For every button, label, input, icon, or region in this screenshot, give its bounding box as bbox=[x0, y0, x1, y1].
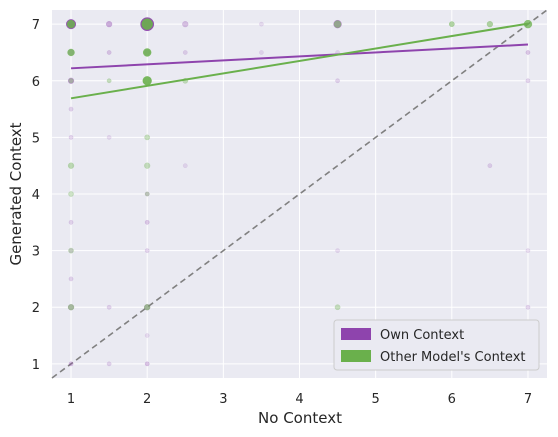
point-series-1 bbox=[67, 48, 75, 57]
point-series-1 bbox=[144, 304, 151, 311]
point-series-1 bbox=[448, 21, 455, 28]
point-series-0 bbox=[105, 21, 113, 28]
y-tick-label: 6 bbox=[32, 75, 40, 90]
point-series-1 bbox=[106, 78, 112, 84]
point-series-0 bbox=[335, 248, 340, 254]
point-series-1 bbox=[486, 21, 494, 28]
point-series-0 bbox=[144, 219, 150, 225]
trend-line-series-0 bbox=[70, 43, 529, 70]
point-series-0 bbox=[68, 219, 74, 225]
point-series-0 bbox=[144, 191, 150, 197]
x-axis-label: No Context bbox=[258, 409, 342, 427]
x-tick-label: 2 bbox=[143, 392, 151, 407]
y-tick-label: 4 bbox=[32, 188, 40, 203]
point-series-1 bbox=[144, 191, 150, 197]
y-axis-label: Generated Context bbox=[7, 122, 25, 265]
point-series-0 bbox=[525, 78, 531, 84]
point-series-0 bbox=[106, 361, 112, 367]
point-series-1 bbox=[67, 162, 75, 169]
point-series-0 bbox=[259, 50, 264, 55]
point-series-1 bbox=[68, 191, 74, 197]
point-series-1 bbox=[142, 76, 152, 86]
x-tick-label: 5 bbox=[372, 392, 380, 407]
point-series-0 bbox=[68, 276, 74, 282]
trend-line-series-1 bbox=[70, 22, 529, 100]
point-series-1 bbox=[333, 20, 342, 28]
y-tick-labels: 1 2 3 4 5 6 7 bbox=[32, 18, 40, 373]
point-series-1 bbox=[334, 304, 341, 311]
point-series-0 bbox=[144, 248, 150, 254]
trend-lines bbox=[70, 22, 529, 100]
x-tick-labels: 1 2 3 4 5 6 7 bbox=[67, 392, 532, 407]
grid bbox=[52, 10, 547, 378]
point-series-1 bbox=[142, 48, 152, 57]
x-tick-label: 3 bbox=[219, 392, 227, 407]
y-tick-label: 5 bbox=[32, 131, 40, 146]
point-series-0 bbox=[525, 248, 531, 254]
point-series-1 bbox=[68, 247, 74, 254]
point-series-1 bbox=[141, 18, 153, 30]
point-series-1 bbox=[144, 134, 151, 141]
point-series-0 bbox=[106, 134, 112, 140]
point-series-0 bbox=[68, 106, 74, 112]
legend-label-own-context: Own Context bbox=[380, 328, 464, 343]
legend-box bbox=[333, 319, 540, 371]
y-tick-label: 7 bbox=[32, 18, 40, 33]
diagonal-reference-line bbox=[51, 9, 548, 379]
y-tick-label: 2 bbox=[32, 301, 40, 316]
point-series-1 bbox=[67, 304, 75, 311]
point-series-0 bbox=[68, 361, 74, 367]
x-tick-label: 1 bbox=[67, 392, 75, 407]
point-series-1 bbox=[68, 78, 74, 84]
legend-swatch-other-context bbox=[341, 350, 371, 362]
point-series-1 bbox=[144, 162, 151, 169]
point-series-0 bbox=[487, 163, 493, 169]
point-series-0 bbox=[144, 361, 150, 367]
x-tick-label: 6 bbox=[448, 392, 456, 407]
legend-label-other-context: Other Model's Context bbox=[380, 350, 525, 365]
legend: Own Context Other Model's Context bbox=[333, 319, 540, 371]
point-series-0 bbox=[67, 77, 75, 84]
x-tick-label: 4 bbox=[295, 392, 303, 407]
point-series-0 bbox=[259, 21, 264, 27]
point-series-1 bbox=[66, 19, 76, 29]
point-series-0 bbox=[106, 50, 112, 55]
diagonal-line bbox=[51, 9, 548, 379]
point-series-0 bbox=[68, 248, 74, 254]
point-series-0 bbox=[106, 304, 112, 310]
point-series-0 bbox=[182, 163, 188, 169]
point-series-0 bbox=[67, 304, 75, 311]
point-series-0 bbox=[182, 21, 189, 28]
point-series-0 bbox=[144, 333, 150, 338]
legend-swatch-own-context bbox=[341, 328, 371, 340]
y-tick-label: 3 bbox=[32, 245, 40, 260]
y-tick-label: 1 bbox=[32, 358, 40, 373]
point-series-0 bbox=[182, 50, 188, 55]
point-series-0 bbox=[525, 304, 531, 310]
x-tick-label: 7 bbox=[524, 392, 532, 407]
point-series-0 bbox=[525, 50, 531, 55]
point-series-0 bbox=[335, 78, 340, 84]
data-points bbox=[65, 17, 533, 367]
point-series-0 bbox=[68, 134, 74, 140]
